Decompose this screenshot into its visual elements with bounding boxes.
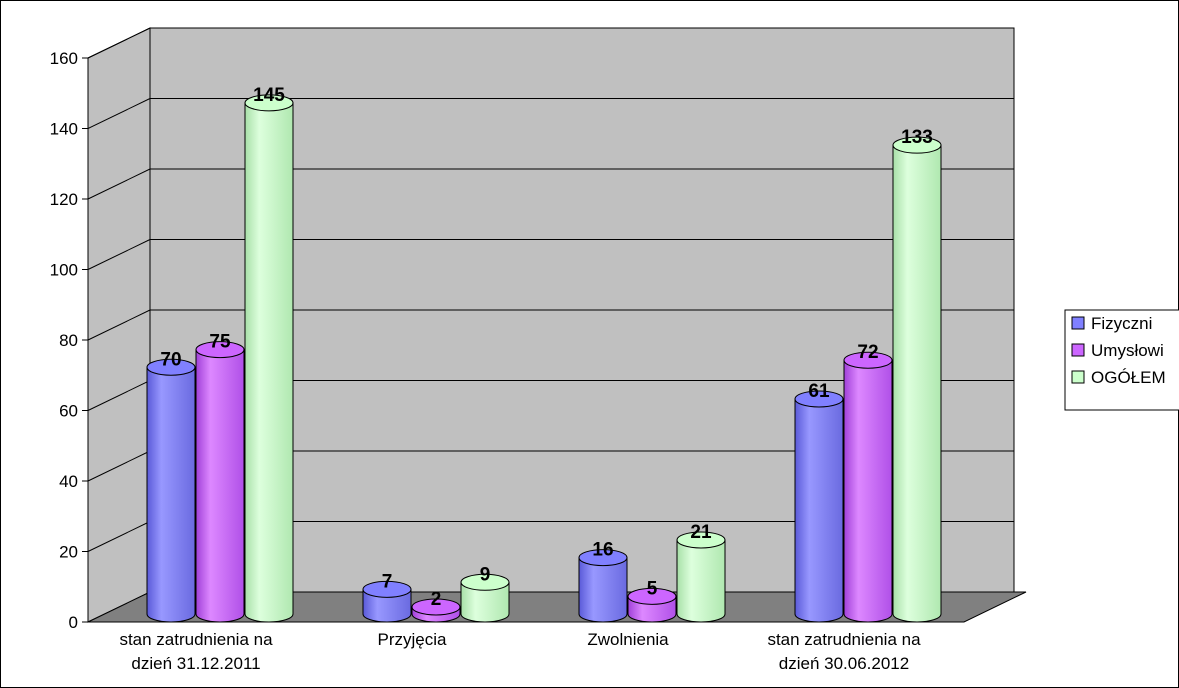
gridline-side xyxy=(87,168,151,200)
legend-label: Fizyczni xyxy=(1091,314,1152,333)
y-tick-label: 0 xyxy=(69,613,78,632)
bar-body xyxy=(195,349,245,623)
bar-top xyxy=(843,351,893,369)
gridline-side xyxy=(87,27,151,59)
gridline-side xyxy=(87,521,151,552)
bar xyxy=(843,351,893,623)
data-label: 5 xyxy=(647,578,658,599)
bar-body xyxy=(892,144,942,623)
bar xyxy=(146,358,196,623)
bar-top xyxy=(244,94,294,112)
floor xyxy=(87,591,1027,623)
legend-swatch xyxy=(1071,343,1085,357)
bar-top xyxy=(676,531,726,549)
bar-body xyxy=(146,366,196,623)
x-category-label: stan zatrudnienia na xyxy=(119,630,273,649)
legend-label: Umysłowi xyxy=(1091,341,1164,360)
data-label: 9 xyxy=(480,564,491,585)
data-label: 2 xyxy=(431,589,442,610)
legend-swatch xyxy=(1071,316,1085,330)
data-label: 70 xyxy=(160,349,181,370)
y-tick-label: 120 xyxy=(50,190,78,209)
bar-top xyxy=(362,580,412,598)
legend-label: OGÓŁEM xyxy=(1091,368,1166,387)
bar-top xyxy=(460,573,510,591)
y-tick-label: 80 xyxy=(59,331,78,350)
bar-top xyxy=(195,341,245,359)
bar-top xyxy=(794,390,844,408)
x-category-label: stan zatrudnienia na xyxy=(767,630,921,649)
bar-body xyxy=(794,398,844,623)
data-label: 16 xyxy=(592,540,613,561)
gridline-side xyxy=(87,98,151,129)
x-category-label: Przyjęcia xyxy=(378,630,448,649)
bar-body xyxy=(578,557,628,623)
data-label: 75 xyxy=(209,332,231,353)
bar-body xyxy=(843,359,893,623)
bar xyxy=(794,390,844,623)
legend-swatch xyxy=(1071,370,1085,384)
bar xyxy=(578,549,628,623)
x-category-label: Zwolnienia xyxy=(587,630,669,649)
y-tick-label: 40 xyxy=(59,472,78,491)
bar xyxy=(362,580,412,623)
gridline-side xyxy=(87,239,151,270)
bar xyxy=(195,341,245,623)
bar xyxy=(411,598,461,623)
gridline-side xyxy=(87,309,151,341)
bar-body xyxy=(362,588,412,623)
data-label: 21 xyxy=(690,522,712,543)
data-label: 7 xyxy=(382,571,393,592)
gridline-side xyxy=(87,380,151,411)
x-category-label: dzień 31.12.2011 xyxy=(131,654,260,673)
bar-top xyxy=(627,587,677,605)
bar xyxy=(892,136,942,623)
x-category-label: dzień 30.06.2012 xyxy=(779,654,909,673)
data-label: 72 xyxy=(857,342,878,363)
bar xyxy=(244,94,294,623)
bar-body xyxy=(676,539,726,623)
bar xyxy=(676,531,726,623)
y-tick-label: 60 xyxy=(59,402,78,421)
y-tick-label: 160 xyxy=(50,49,78,68)
bar xyxy=(627,587,677,623)
bar-top xyxy=(892,136,942,154)
bar-top xyxy=(578,549,628,567)
y-tick-label: 140 xyxy=(50,120,78,139)
data-label: 145 xyxy=(253,85,285,106)
bar-body xyxy=(244,102,294,623)
y-tick-label: 100 xyxy=(50,261,78,280)
data-label: 133 xyxy=(901,127,933,148)
data-label: 61 xyxy=(808,381,830,402)
bar-body xyxy=(460,581,510,623)
bar-top xyxy=(146,358,196,376)
gridline-side xyxy=(87,450,151,482)
y-tick-label: 20 xyxy=(59,543,78,562)
bar xyxy=(460,573,510,623)
bar-top xyxy=(411,598,461,616)
